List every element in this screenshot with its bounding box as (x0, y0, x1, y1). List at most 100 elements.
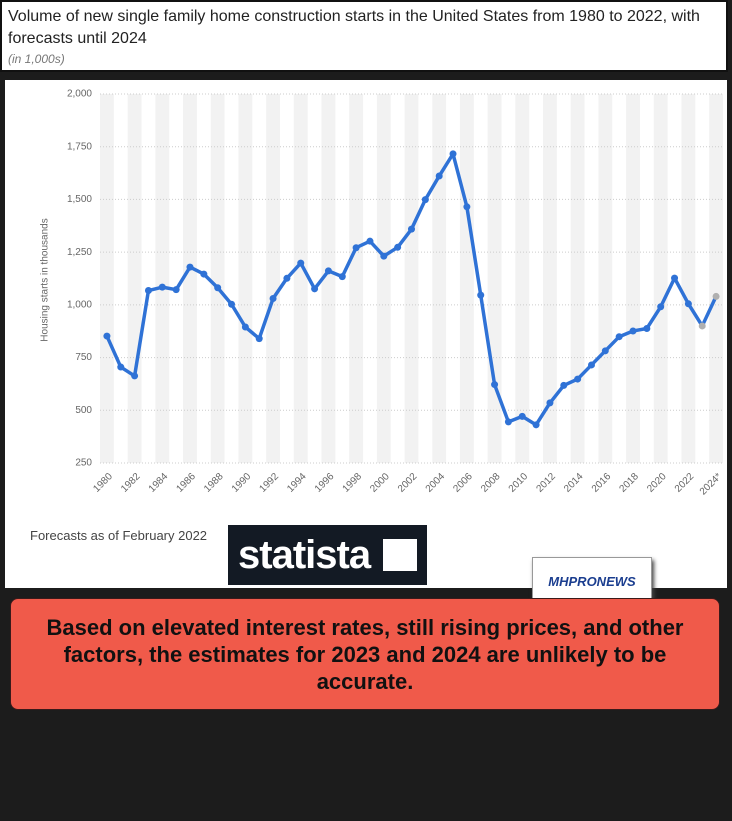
y-tick-label: 750 (75, 352, 92, 363)
x-tick-label: 2012 (534, 471, 558, 495)
point (352, 244, 360, 252)
logo-mark (383, 539, 417, 571)
band-stripe (238, 94, 253, 463)
point (311, 285, 319, 293)
x-tick-label: 1996 (313, 471, 337, 495)
y-tick-label: 1,750 (67, 141, 92, 152)
y-tick-label: 2,000 (67, 89, 92, 100)
band-stripe (681, 94, 696, 463)
point (255, 335, 263, 343)
x-tick-label: 1992 (258, 471, 282, 495)
x-tick-label: 1994 (285, 471, 309, 495)
band-stripe (570, 94, 585, 463)
point (546, 399, 554, 407)
band-stripe (626, 94, 640, 463)
band-stripe (487, 94, 502, 463)
chart-panel: Housing starts in thousands 250 500 750 1,0… (5, 80, 727, 588)
point (241, 323, 249, 331)
point (504, 418, 512, 426)
band-stripe (127, 94, 142, 463)
x-tick-label: 1988 (202, 471, 226, 495)
band-stripe (100, 94, 114, 463)
point (629, 327, 637, 335)
x-tick-label: 2014 (562, 471, 586, 495)
point (684, 300, 692, 308)
x-tick-label: 1984 (147, 471, 171, 495)
point (491, 381, 499, 389)
x-tick-label: 2000 (368, 471, 392, 495)
point (421, 196, 429, 204)
point (172, 286, 180, 294)
x-tick-label: 2020 (645, 471, 669, 495)
point (712, 292, 720, 300)
point (477, 291, 485, 299)
band-stripe (432, 94, 447, 463)
band-stripe (183, 94, 197, 463)
y-tick-label: 1,250 (67, 247, 92, 258)
point (297, 259, 305, 267)
point (131, 372, 139, 380)
point (380, 252, 388, 260)
point (518, 412, 526, 420)
header: Volume of new single family home constru… (0, 0, 728, 72)
band-stripe (155, 94, 170, 463)
x-tick-label: 2022 (673, 471, 697, 495)
point (601, 347, 609, 355)
band-stripe (210, 94, 225, 463)
point (117, 363, 125, 371)
x-tick-label: 2008 (479, 471, 503, 495)
y-axis-label: Housing starts in thousands (40, 218, 51, 341)
band-stripe (404, 94, 419, 463)
point (394, 243, 402, 251)
point (643, 324, 651, 332)
y-tick-label: 1,500 (67, 194, 92, 205)
band-stripe (293, 94, 308, 463)
point (560, 381, 568, 389)
x-tick-label: 2006 (451, 471, 475, 495)
point (200, 270, 208, 278)
point (144, 287, 152, 295)
x-tick-label: 1998 (341, 471, 365, 495)
x-tick-label: 2018 (617, 471, 641, 495)
x-tick-label: 1986 (174, 471, 198, 495)
logo-text: statista (238, 533, 371, 577)
point (228, 300, 236, 308)
point (435, 172, 443, 180)
badge-text: MHPRONEWS (548, 574, 636, 589)
point (463, 203, 471, 211)
y-tick-label: 500 (75, 405, 92, 416)
point (532, 421, 540, 429)
point (366, 237, 374, 245)
point (214, 284, 222, 292)
x-tick-label: 2004 (424, 471, 448, 495)
x-tick-label: 2002 (396, 471, 420, 495)
band-stripe (598, 94, 613, 463)
point (615, 333, 623, 341)
point (158, 283, 166, 291)
point (671, 274, 679, 282)
point (186, 263, 194, 271)
x-tick-label: 1980 (91, 471, 115, 495)
x-tick-label: 1982 (119, 471, 143, 495)
y-tick-label: 1,000 (67, 299, 92, 310)
point (657, 303, 665, 311)
band-stripe (321, 94, 336, 463)
x-tick-label: 2024* (698, 471, 724, 497)
point (574, 375, 582, 383)
band-stripe (376, 94, 391, 463)
point (587, 361, 595, 369)
point (449, 150, 457, 158)
x-tick-label: 2010 (507, 471, 531, 495)
band-stripe (709, 94, 723, 463)
chart: Housing starts in thousands 250 500 750 1,0… (40, 89, 725, 498)
y-tick-label: 250 (75, 458, 92, 469)
chart-subtitle: (in 1,000s) (8, 52, 65, 66)
point (408, 225, 415, 233)
callout: Based on elevated interest rates, still … (10, 598, 720, 710)
x-tick-label: 1990 (230, 471, 254, 495)
point (324, 267, 332, 275)
band-stripe (543, 94, 557, 463)
point (269, 295, 277, 303)
band-stripe (515, 94, 530, 463)
